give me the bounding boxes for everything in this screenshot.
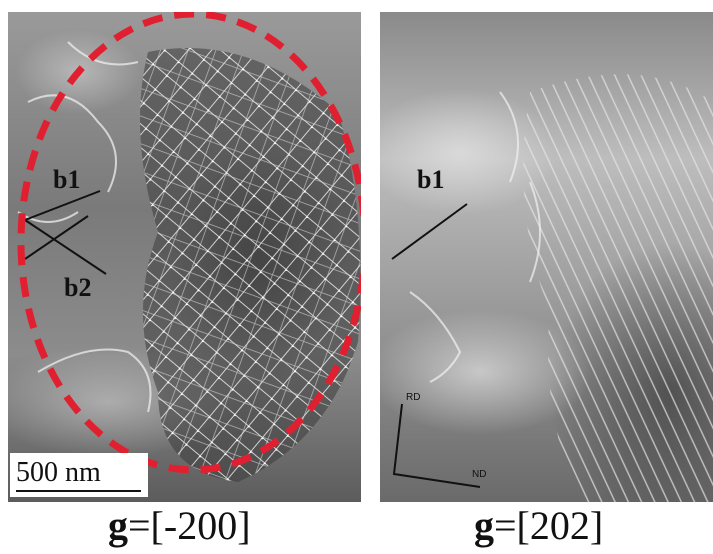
highlight-ellipse <box>17 12 361 474</box>
dislocation-lines-texture <box>391 74 713 502</box>
axis-nd-label: ND <box>472 469 487 480</box>
caption-right-vector: =[202] <box>494 503 604 548</box>
caption-left-g: g <box>108 503 128 548</box>
axis-rd-label: RD <box>406 392 421 403</box>
dislocation-network-texture <box>17 12 361 482</box>
label-b1-left: b1 <box>53 165 81 194</box>
tem-image-left: b1 b2 500 nm <box>8 12 361 502</box>
burgers-vector-b1-line <box>24 190 101 221</box>
caption-right-g: g <box>474 503 494 548</box>
scale-bar-box: 500 nm <box>10 453 148 497</box>
caption-left-vector: =[-200] <box>128 503 251 548</box>
rd-nd-axes <box>392 403 481 488</box>
burgers-vector-cross-line <box>24 215 89 260</box>
label-b1-right: b1 <box>417 165 445 194</box>
tem-image-right: b1 RD ND <box>380 12 713 502</box>
burgers-vector-b1-line-right <box>391 203 468 260</box>
scale-bar-line <box>16 490 141 492</box>
caption-right: g=[202] <box>474 506 603 546</box>
label-b2-left: b2 <box>64 273 92 302</box>
scale-bar-label: 500 nm <box>16 457 101 488</box>
burgers-vector-b2-line <box>24 219 107 275</box>
caption-left: g=[-200] <box>108 506 251 546</box>
